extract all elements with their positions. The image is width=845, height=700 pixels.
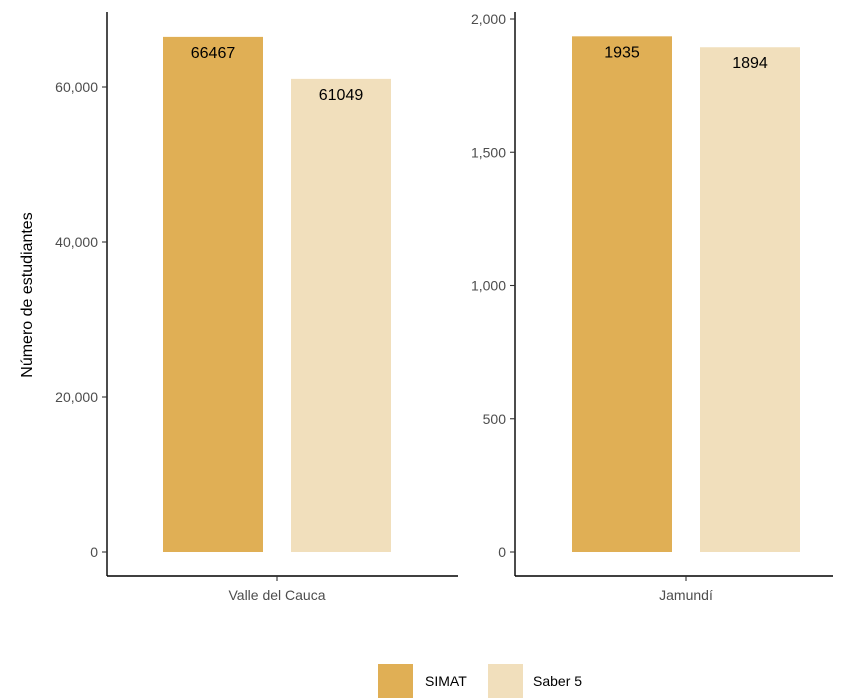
bar-simat (572, 36, 672, 552)
bar-saber-5 (291, 78, 391, 553)
legend-label: Saber 5 (533, 673, 582, 689)
data-label: 66467 (191, 45, 236, 62)
y-tick-label: 1,000 (471, 278, 506, 294)
y-tick-label: 60,000 (55, 79, 98, 95)
legend-label: SIMAT (425, 673, 467, 689)
legend: SIMAT Saber 5 (378, 664, 582, 698)
chart-panel-2: 0 500 1,000 1,500 2,000 Jamundí 1935 1894 (471, 11, 833, 603)
y-tick-label: 0 (90, 544, 98, 560)
y-tick-label: 20,000 (55, 389, 98, 405)
bar-simat (163, 36, 263, 553)
y-tick-label: 40,000 (55, 234, 98, 250)
y-tick-label: 1,500 (471, 144, 506, 160)
y-axis-title: Número de estudiantes (19, 212, 36, 377)
x-tick-label: Jamundí (659, 587, 713, 603)
y-tick-label: 2,000 (471, 11, 506, 27)
chart-panel-1: 0 20,000 40,000 60,000 Valle del Cauca 66467 6… (55, 12, 458, 603)
data-label: 1894 (732, 55, 768, 72)
data-label: 1935 (604, 44, 640, 61)
data-label: 61049 (319, 87, 364, 104)
legend-swatch (378, 664, 413, 698)
y-tick-label: 0 (498, 544, 506, 560)
x-tick-label: Valle del Cauca (228, 587, 325, 603)
bar-saber-5 (700, 47, 800, 553)
legend-swatch (488, 664, 523, 698)
y-tick-label: 500 (483, 411, 507, 427)
